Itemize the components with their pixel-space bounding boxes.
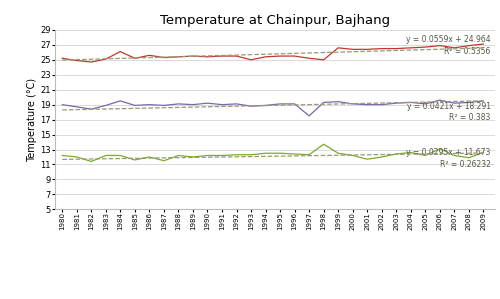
Title: Temperature at Chainpur, Bajhang: Temperature at Chainpur, Bajhang [160, 14, 390, 27]
Text: y = 0.0559x + 24.964
R² = 0.5356: y = 0.0559x + 24.964 R² = 0.5356 [406, 35, 490, 56]
Text: y = 0.0421x + 18.291
R² = 0.383: y = 0.0421x + 18.291 R² = 0.383 [406, 102, 490, 123]
Y-axis label: Temperature (°C): Temperature (°C) [28, 77, 38, 162]
Text: y = 0.0295x + 11.673
R² = 0.26232: y = 0.0295x + 11.673 R² = 0.26232 [406, 148, 490, 169]
